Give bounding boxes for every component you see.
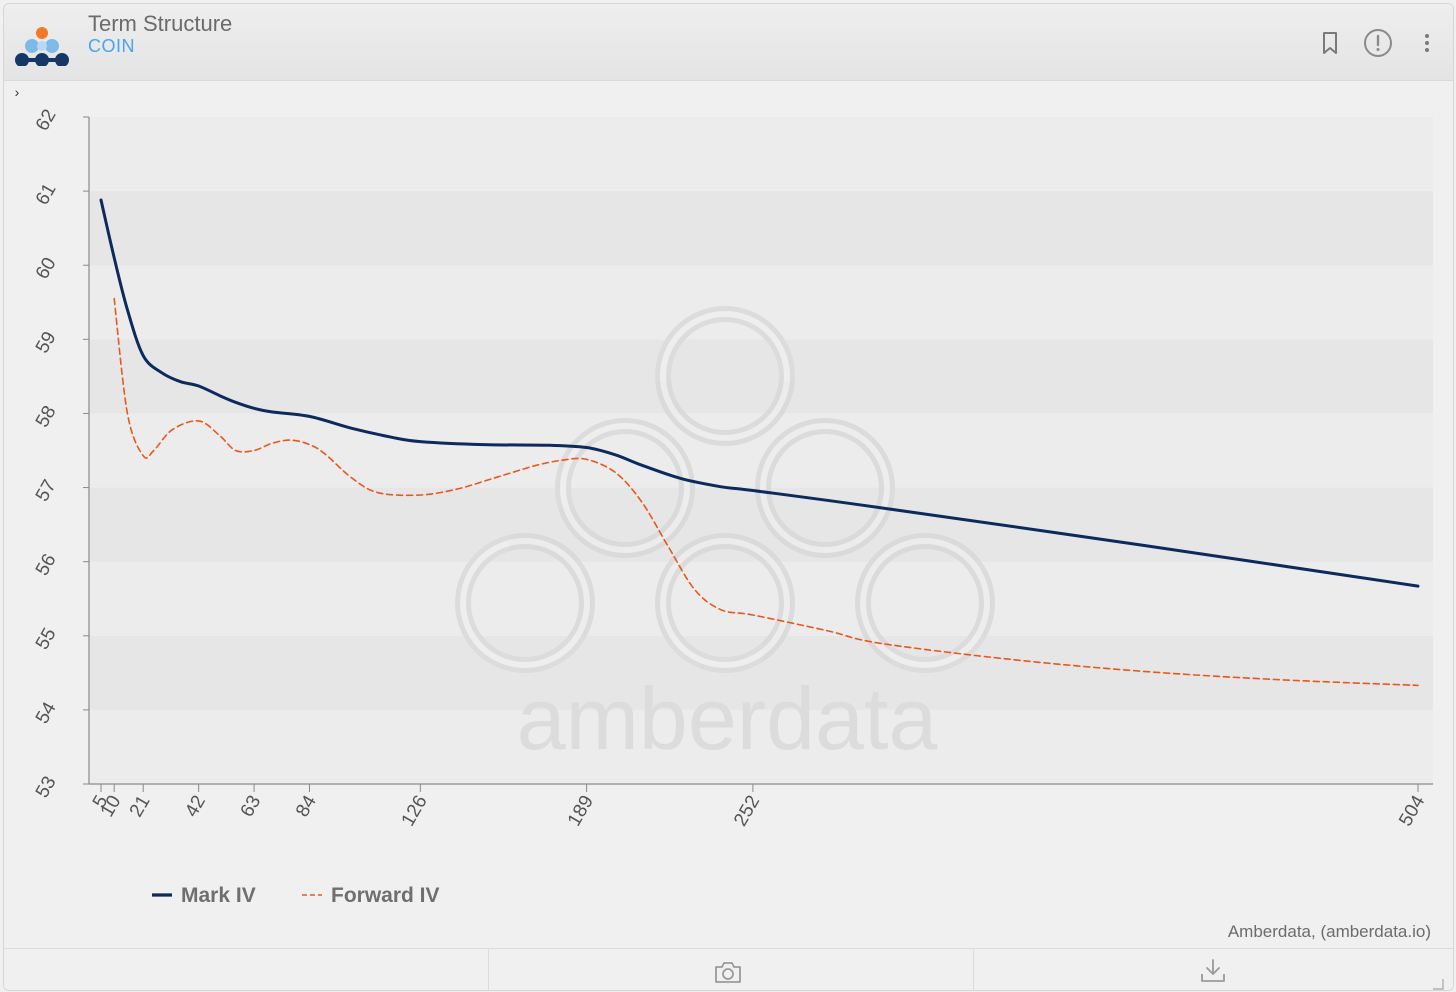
panel-header: Term Structure COIN bbox=[4, 4, 1453, 81]
svg-text:amberdata: amberdata bbox=[517, 669, 938, 768]
panel-subtitle: COIN bbox=[88, 36, 135, 56]
y-tick-label: 60 bbox=[32, 254, 61, 283]
legend-item[interactable]: Forward IV bbox=[302, 884, 440, 907]
y-tick-label: 55 bbox=[32, 625, 61, 654]
x-tick-label: 126 bbox=[398, 792, 432, 830]
amberdata-logo bbox=[15, 27, 69, 66]
legend-label: Mark IV bbox=[181, 884, 256, 907]
screenshot-button[interactable] bbox=[488, 949, 974, 990]
footer-cell bbox=[4, 949, 488, 990]
x-tick-label: 252 bbox=[730, 792, 764, 830]
chevron-right-icon[interactable]: › bbox=[14, 84, 20, 100]
y-tick-label: 62 bbox=[32, 106, 61, 135]
grid-band bbox=[89, 117, 1433, 192]
chart-panel: Term Structure COIN › bbox=[3, 3, 1454, 991]
y-tick-label: 58 bbox=[32, 402, 61, 431]
more-vertical-icon[interactable] bbox=[1412, 28, 1442, 58]
panel-footer bbox=[4, 948, 1453, 991]
camera-icon bbox=[715, 962, 741, 983]
x-tick-label: 21 bbox=[126, 792, 155, 821]
resize-handle-icon[interactable] bbox=[1431, 977, 1445, 991]
y-tick-label: 56 bbox=[32, 551, 61, 580]
bookmark-icon[interactable] bbox=[1315, 28, 1345, 58]
series-line-mark-iv bbox=[99, 198, 1420, 588]
x-tick-label: 189 bbox=[564, 792, 598, 830]
y-tick-label: 53 bbox=[32, 773, 61, 802]
y-tick-label: 61 bbox=[32, 180, 61, 209]
x-tick-label: 63 bbox=[237, 792, 266, 821]
x-tick-label: 84 bbox=[292, 792, 321, 821]
download-button[interactable] bbox=[973, 949, 1453, 991]
attribution: Amberdata, (amberdata.io) bbox=[1227, 922, 1431, 941]
y-tick-label: 57 bbox=[32, 476, 61, 505]
legend-label: Forward IV bbox=[331, 884, 440, 907]
grid-band bbox=[89, 709, 1433, 784]
grid-band bbox=[89, 561, 1433, 636]
series-line-forward-iv bbox=[113, 297, 1419, 687]
alert-circle-icon[interactable] bbox=[1363, 28, 1393, 58]
grid-band bbox=[89, 339, 1433, 414]
legend-item[interactable]: Mark IV bbox=[152, 884, 256, 907]
y-tick-label: 59 bbox=[32, 328, 61, 357]
amberdata-watermark: amberdata bbox=[455, 306, 995, 768]
x-tick-label: 42 bbox=[181, 792, 210, 821]
y-tick-label: 54 bbox=[32, 698, 61, 727]
panel-title: Term Structure bbox=[88, 11, 233, 36]
grid-band bbox=[89, 191, 1433, 266]
x-tick-label: 504 bbox=[1395, 792, 1429, 830]
download-icon bbox=[1201, 959, 1225, 982]
